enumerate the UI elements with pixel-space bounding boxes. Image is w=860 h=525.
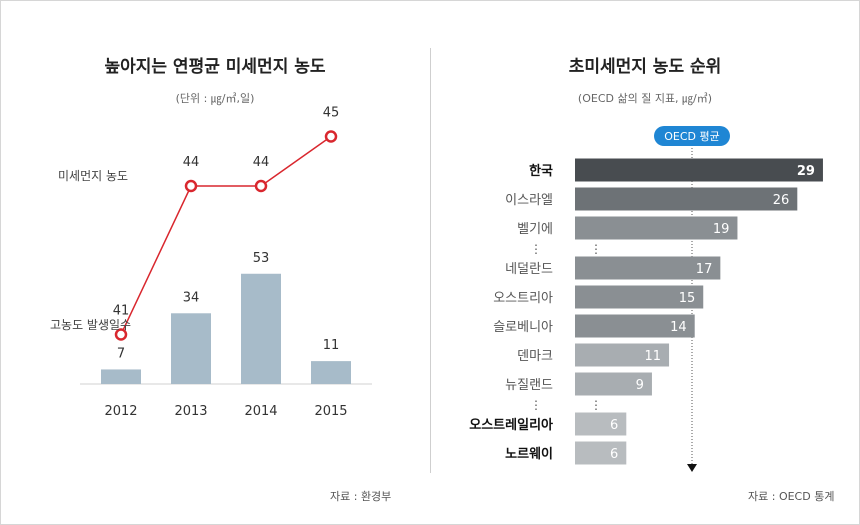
line-point-label: 44 xyxy=(253,155,270,170)
hbar xyxy=(575,372,652,396)
hbar-value-label: 19 xyxy=(713,222,730,237)
line-point xyxy=(254,179,268,193)
x-tick-label: 2014 xyxy=(244,404,277,419)
hbar-category-label: 덴마크 xyxy=(517,349,553,364)
hbar xyxy=(575,412,627,436)
line-point-label: 45 xyxy=(323,106,340,121)
ellipsis-label: ⋮ xyxy=(530,398,542,412)
hbar xyxy=(575,343,670,367)
bar xyxy=(171,313,211,384)
right-chart-subtitle: (OECD 삶의 질 지표, ㎍/㎥) xyxy=(577,92,713,105)
line-series-path xyxy=(120,135,332,335)
hbar-category-label: 슬로베니아 xyxy=(493,320,553,335)
x-tick-label: 2012 xyxy=(104,404,137,419)
line-point xyxy=(114,328,128,341)
hbar-category-label: 오스트레일리아 xyxy=(469,417,553,433)
hbar-value-label: 14 xyxy=(670,320,687,335)
bar-value-label: 53 xyxy=(253,251,270,266)
left-source: 자료 : 환경부 xyxy=(330,490,392,503)
oecd-average-badge xyxy=(654,126,730,146)
line-point xyxy=(184,179,198,193)
hbar-category-label: 노르웨이 xyxy=(505,446,553,462)
hbar-category-label: 네덜란드 xyxy=(505,262,553,277)
hbar xyxy=(575,158,823,182)
ellipsis-bar-marker: ⋮ xyxy=(590,398,602,412)
hbar xyxy=(575,441,627,465)
ellipsis-label: ⋮ xyxy=(530,242,542,256)
x-tick-label: 2013 xyxy=(174,404,207,419)
hbar-value-label: 11 xyxy=(645,349,662,364)
hbar-category-label: 이스라엘 xyxy=(505,193,553,208)
hbar xyxy=(575,256,721,280)
oecd-average-label: OECD 평균 xyxy=(664,130,720,143)
left-chart-title: 높아지는 연평균 미세먼지 농도 xyxy=(104,57,326,77)
bar xyxy=(311,361,351,384)
bar-value-label: 11 xyxy=(323,338,340,353)
hbar-value-label: 29 xyxy=(797,164,815,179)
hbar xyxy=(575,187,798,211)
bar xyxy=(241,273,281,384)
hbar-category-label: 한국 xyxy=(529,163,553,179)
hbar-value-label: 15 xyxy=(679,291,696,306)
bar xyxy=(101,369,141,384)
ellipsis-bar-marker: ⋮ xyxy=(590,242,602,256)
hbar-category-label: 오스트리아 xyxy=(493,291,553,306)
oecd-arrow-icon xyxy=(687,464,697,472)
line-point-label: 41 xyxy=(113,304,130,319)
panel-divider xyxy=(430,48,431,473)
hbar-category-label: 뉴질랜드 xyxy=(505,378,553,393)
right-chart-title: 초미세먼지 농도 순위 xyxy=(568,57,722,77)
hbar-value-label: 6 xyxy=(610,418,618,433)
hbar xyxy=(575,314,695,338)
x-tick-label: 2015 xyxy=(314,404,347,419)
hbar-value-label: 9 xyxy=(636,378,644,393)
left-chart-subtitle: (단위 : ㎍/㎥,일) xyxy=(175,92,255,105)
bar-series-label: 고농도 발생일수 xyxy=(50,318,131,332)
bar-value-label: 34 xyxy=(183,290,200,305)
hbar xyxy=(575,216,738,240)
hbar xyxy=(575,285,704,309)
hbar-value-label: 6 xyxy=(610,447,618,462)
hbar-category-label: 벨기에 xyxy=(517,222,553,237)
bar-value-label: 7 xyxy=(117,346,125,361)
line-point-label: 44 xyxy=(183,155,200,170)
hbar-value-label: 26 xyxy=(773,193,790,208)
line-point xyxy=(324,130,338,143)
line-series-label: 미세먼지 농도 xyxy=(58,169,128,183)
hbar-value-label: 17 xyxy=(696,262,713,277)
right-source: 자료 : OECD 통계 xyxy=(748,490,835,503)
